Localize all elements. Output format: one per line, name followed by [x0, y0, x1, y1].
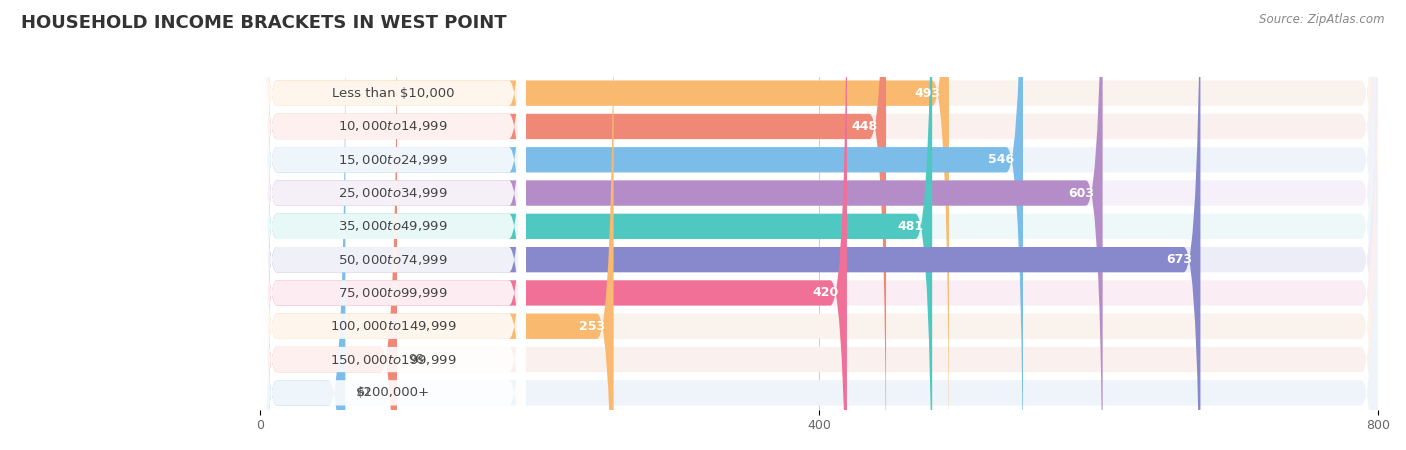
FancyBboxPatch shape [260, 0, 526, 450]
FancyBboxPatch shape [260, 0, 886, 450]
FancyBboxPatch shape [260, 0, 1378, 450]
Text: HOUSEHOLD INCOME BRACKETS IN WEST POINT: HOUSEHOLD INCOME BRACKETS IN WEST POINT [21, 14, 506, 32]
Text: Less than $10,000: Less than $10,000 [332, 87, 454, 99]
FancyBboxPatch shape [260, 0, 1378, 450]
Text: 493: 493 [914, 87, 941, 99]
FancyBboxPatch shape [260, 0, 1201, 450]
FancyBboxPatch shape [260, 0, 1378, 450]
FancyBboxPatch shape [260, 0, 526, 450]
Text: 673: 673 [1166, 253, 1192, 266]
Text: $100,000 to $149,999: $100,000 to $149,999 [329, 319, 456, 333]
FancyBboxPatch shape [260, 0, 526, 450]
Text: $35,000 to $49,999: $35,000 to $49,999 [337, 219, 447, 234]
FancyBboxPatch shape [260, 0, 396, 450]
Text: Source: ZipAtlas.com: Source: ZipAtlas.com [1260, 14, 1385, 27]
FancyBboxPatch shape [260, 0, 613, 450]
Text: 61: 61 [357, 387, 373, 399]
Text: 420: 420 [813, 287, 838, 299]
FancyBboxPatch shape [260, 0, 1378, 450]
FancyBboxPatch shape [260, 0, 526, 450]
FancyBboxPatch shape [260, 0, 1102, 450]
FancyBboxPatch shape [260, 0, 1378, 450]
Text: 546: 546 [988, 153, 1015, 166]
FancyBboxPatch shape [260, 6, 526, 450]
FancyBboxPatch shape [260, 0, 1378, 450]
FancyBboxPatch shape [260, 0, 1378, 450]
Text: 98: 98 [408, 353, 425, 366]
FancyBboxPatch shape [260, 0, 1378, 450]
Text: $50,000 to $74,999: $50,000 to $74,999 [337, 252, 447, 267]
FancyBboxPatch shape [260, 0, 1024, 450]
FancyBboxPatch shape [260, 0, 526, 450]
Text: $15,000 to $24,999: $15,000 to $24,999 [337, 153, 447, 167]
Text: $10,000 to $14,999: $10,000 to $14,999 [337, 119, 447, 134]
FancyBboxPatch shape [260, 0, 932, 450]
Text: 448: 448 [852, 120, 877, 133]
FancyBboxPatch shape [260, 0, 526, 450]
Text: 603: 603 [1069, 187, 1094, 199]
FancyBboxPatch shape [260, 0, 949, 450]
FancyBboxPatch shape [260, 0, 846, 450]
FancyBboxPatch shape [260, 0, 526, 450]
Text: 253: 253 [579, 320, 605, 333]
Text: $150,000 to $199,999: $150,000 to $199,999 [329, 352, 456, 367]
Text: $75,000 to $99,999: $75,000 to $99,999 [337, 286, 447, 300]
Text: 481: 481 [897, 220, 924, 233]
FancyBboxPatch shape [260, 0, 526, 450]
FancyBboxPatch shape [260, 6, 1378, 450]
FancyBboxPatch shape [260, 0, 526, 450]
Text: $200,000+: $200,000+ [356, 387, 430, 399]
FancyBboxPatch shape [260, 6, 346, 450]
Text: $25,000 to $34,999: $25,000 to $34,999 [337, 186, 447, 200]
FancyBboxPatch shape [260, 0, 1378, 450]
